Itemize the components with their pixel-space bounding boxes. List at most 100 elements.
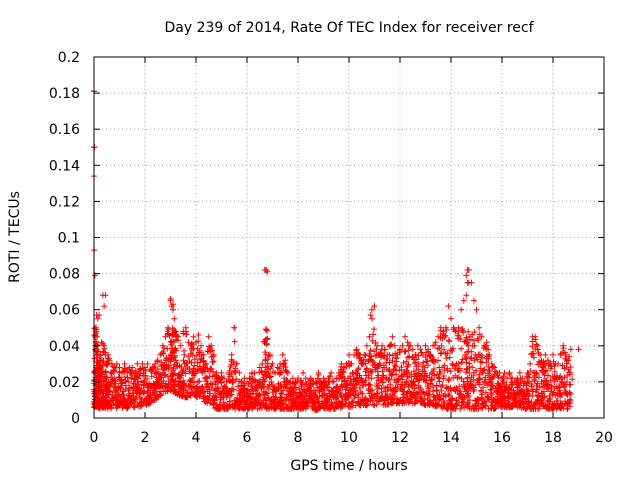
data-point bbox=[402, 333, 409, 340]
data-point bbox=[547, 360, 554, 367]
data-point bbox=[305, 378, 312, 385]
data-point bbox=[399, 342, 406, 349]
data-point bbox=[295, 394, 302, 401]
data-point bbox=[481, 378, 488, 385]
data-point bbox=[353, 346, 360, 353]
data-point bbox=[108, 360, 115, 367]
data-point bbox=[287, 378, 294, 385]
data-point bbox=[425, 362, 432, 369]
data-point bbox=[528, 351, 535, 358]
data-point bbox=[279, 351, 286, 358]
data-point bbox=[482, 389, 489, 396]
data-point bbox=[114, 397, 121, 404]
data-point bbox=[452, 405, 459, 412]
data-point bbox=[189, 341, 196, 348]
data-point bbox=[264, 383, 271, 390]
data-point bbox=[366, 352, 373, 359]
data-point bbox=[369, 368, 376, 375]
data-point bbox=[269, 360, 276, 367]
data-point bbox=[428, 377, 435, 384]
data-point bbox=[188, 384, 195, 391]
data-point bbox=[385, 377, 392, 384]
data-point bbox=[569, 376, 576, 383]
data-point bbox=[268, 378, 275, 385]
y-tick-label: 0 bbox=[71, 411, 80, 427]
data-point bbox=[196, 363, 203, 370]
data-point bbox=[213, 394, 220, 401]
data-point bbox=[122, 382, 129, 389]
data-point bbox=[298, 392, 305, 399]
data-point bbox=[196, 347, 203, 354]
data-point bbox=[370, 359, 377, 366]
data-point bbox=[95, 348, 102, 355]
data-point bbox=[231, 324, 238, 331]
y-tick-label: 0.06 bbox=[49, 303, 80, 319]
data-point bbox=[241, 375, 248, 382]
data-point bbox=[337, 387, 344, 394]
data-point bbox=[99, 363, 106, 370]
data-point bbox=[482, 402, 489, 409]
data-point bbox=[478, 333, 485, 340]
data-point bbox=[135, 381, 142, 388]
data-point bbox=[450, 324, 457, 331]
data-point bbox=[548, 363, 555, 370]
data-point bbox=[501, 393, 508, 400]
data-point bbox=[277, 381, 284, 388]
data-point bbox=[480, 384, 487, 391]
data-point bbox=[449, 362, 456, 369]
data-point bbox=[467, 336, 474, 343]
data-point bbox=[436, 391, 443, 398]
data-point bbox=[544, 357, 551, 364]
data-point bbox=[458, 306, 465, 313]
data-point bbox=[121, 397, 128, 404]
data-point bbox=[386, 342, 393, 349]
data-point bbox=[566, 369, 573, 376]
data-point bbox=[560, 381, 567, 388]
data-point bbox=[487, 378, 494, 385]
data-point bbox=[223, 385, 230, 392]
data-point bbox=[421, 376, 428, 383]
data-point bbox=[425, 391, 432, 398]
data-point bbox=[487, 386, 494, 393]
data-point bbox=[305, 395, 312, 402]
data-point bbox=[280, 360, 287, 367]
data-point bbox=[565, 357, 572, 364]
data-point bbox=[366, 381, 373, 388]
data-point bbox=[440, 375, 447, 382]
data-point bbox=[575, 346, 582, 353]
data-point bbox=[379, 352, 386, 359]
data-point bbox=[267, 403, 274, 410]
data-point bbox=[393, 387, 400, 394]
data-point bbox=[440, 328, 447, 335]
data-point bbox=[317, 378, 324, 385]
data-point bbox=[445, 377, 452, 384]
data-point bbox=[193, 393, 200, 400]
data-point bbox=[468, 348, 475, 355]
data-point bbox=[453, 402, 460, 409]
data-point bbox=[461, 404, 468, 411]
data-point bbox=[167, 358, 174, 365]
data-point bbox=[565, 400, 572, 407]
data-point bbox=[229, 378, 236, 385]
data-point bbox=[412, 359, 419, 366]
data-point bbox=[533, 341, 540, 348]
data-point bbox=[455, 399, 462, 406]
data-point bbox=[421, 364, 428, 371]
data-point bbox=[180, 357, 187, 364]
data-point bbox=[543, 378, 550, 385]
data-point bbox=[282, 364, 289, 371]
data-point bbox=[147, 387, 154, 394]
data-point bbox=[540, 394, 547, 401]
data-point bbox=[470, 297, 477, 304]
data-point bbox=[463, 272, 470, 279]
data-point bbox=[236, 369, 243, 376]
data-point bbox=[320, 391, 327, 398]
data-point bbox=[460, 297, 467, 304]
data-point bbox=[351, 395, 358, 402]
data-point bbox=[541, 393, 548, 400]
data-point bbox=[312, 399, 319, 406]
data-point bbox=[413, 356, 420, 363]
data-point bbox=[346, 351, 352, 358]
data-point bbox=[466, 360, 473, 367]
data-point bbox=[473, 367, 480, 374]
